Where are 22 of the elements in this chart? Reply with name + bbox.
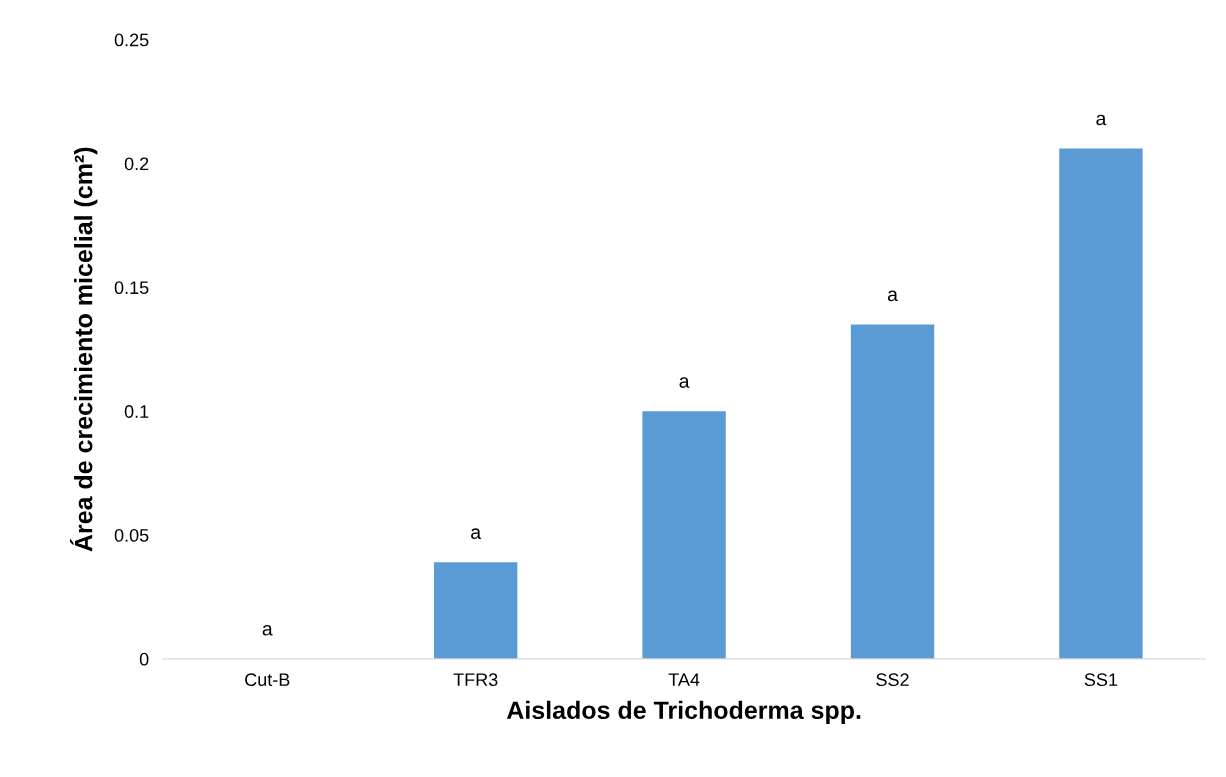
y-tick-label: 0.15 [114, 281, 149, 295]
y-tick-label: 0.25 [114, 33, 149, 47]
bar [1059, 148, 1143, 659]
bar [434, 562, 518, 659]
annotation: a [1096, 114, 1107, 126]
y-axis-title: Área de crecimiento micelial (cm²) [70, 147, 98, 552]
x-tick-label: Cut-B [245, 673, 290, 687]
y-tick-label: 0.2 [124, 157, 149, 171]
bar [642, 411, 726, 659]
annotation: a [262, 624, 273, 636]
x-tick-label: SS1 [1084, 673, 1118, 687]
bar [850, 324, 935, 659]
x-tick-label: TFR3 [453, 673, 498, 687]
y-tick-label: 0 [139, 652, 149, 666]
x-tick-label: TA4 [668, 673, 700, 686]
y-tick-label: 0.1 [124, 405, 149, 418]
annotation: a [471, 528, 482, 539]
annotation: a [679, 377, 690, 388]
y-tick-label: 0.05 [114, 528, 149, 542]
x-tick-label: SS2 [876, 673, 909, 687]
x-axis-title: Aislados de Trichoderma spp. [506, 700, 861, 725]
annotation: a [887, 290, 898, 302]
